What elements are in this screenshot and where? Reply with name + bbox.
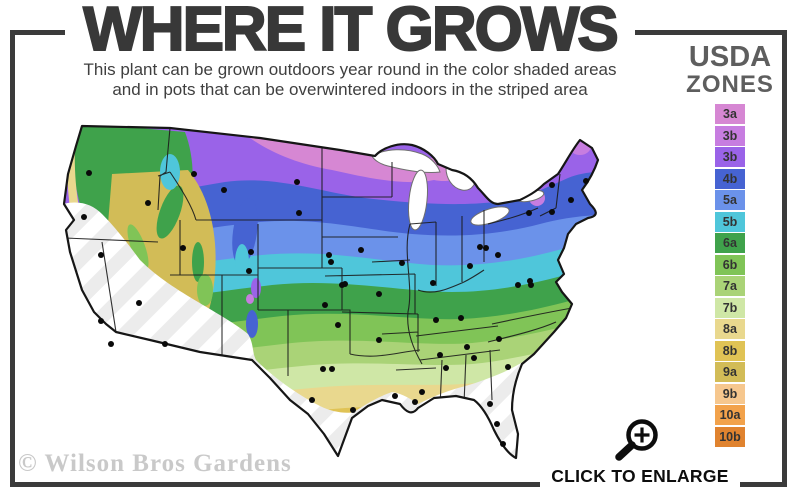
city-dot xyxy=(248,249,254,255)
click-to-enlarge-button[interactable]: CLICK TO ENLARGE xyxy=(540,464,740,489)
city-dot xyxy=(443,365,449,371)
city-dot xyxy=(221,187,227,193)
zone-chip: 3a xyxy=(715,104,745,124)
city-dot xyxy=(549,209,555,215)
magnifier-zoom-button[interactable] xyxy=(602,414,666,473)
zone-chip: 3b xyxy=(715,147,745,167)
city-dot xyxy=(399,260,405,266)
zone-chip: 10b xyxy=(715,426,745,447)
subtitle-line-2: and in pots that can be overwintered ind… xyxy=(112,80,588,99)
city-dot xyxy=(477,244,483,250)
usda-zones-legend: USDA ZONES 3a 3b 3b 4b 5a 5b 6a 6b 7a 7b 8a 8b 9a 9b 1… xyxy=(680,42,780,448)
zone-chip: 7b xyxy=(715,297,745,318)
us-map-svg xyxy=(62,124,600,460)
city-dot xyxy=(358,247,364,253)
city-dot xyxy=(583,178,589,184)
zone-chip: 9b xyxy=(715,383,745,404)
zone-chip: 8b xyxy=(715,340,745,361)
city-dot xyxy=(328,259,334,265)
city-dot xyxy=(191,171,197,177)
city-dot xyxy=(458,315,464,321)
legend-title-zones: ZONES xyxy=(686,71,774,98)
zone-chip: 8a xyxy=(715,319,745,339)
city-dot xyxy=(487,401,493,407)
zone-chip: 10a xyxy=(715,405,745,425)
city-dot xyxy=(568,197,574,203)
city-dot xyxy=(296,210,302,216)
state-borders xyxy=(64,127,573,409)
zone-chip: 5a xyxy=(715,190,745,210)
city-dot xyxy=(392,393,398,399)
city-dot xyxy=(162,341,168,347)
city-dot xyxy=(527,278,533,284)
city-dot xyxy=(500,441,506,447)
city-dot xyxy=(329,366,335,372)
watermark: © Wilson Bros Gardens xyxy=(18,450,292,477)
city-dot xyxy=(309,397,315,403)
city-dot xyxy=(433,317,439,323)
zone-chip: 6a xyxy=(715,233,745,253)
city-dot xyxy=(98,252,104,258)
zone-chip: 4b xyxy=(715,168,745,189)
city-dot xyxy=(376,337,382,343)
city-dot xyxy=(86,170,92,176)
city-dot-layer xyxy=(81,170,589,447)
zone-chip: 6b xyxy=(715,254,745,275)
city-dot xyxy=(505,364,511,370)
city-dot xyxy=(494,421,500,427)
city-dot xyxy=(419,389,425,395)
city-dot xyxy=(430,280,436,286)
city-dot xyxy=(549,182,555,188)
city-dot xyxy=(294,179,300,185)
zone-shading xyxy=(64,126,598,458)
city-dot xyxy=(326,252,332,258)
city-dot xyxy=(464,344,470,350)
zone-chip-list: 3a 3b 3b 4b 5a 5b 6a 6b 7a 7b 8a 8b 9a 9b 10a 10b xyxy=(680,104,780,447)
legend-title-usda: USDA xyxy=(688,41,772,73)
city-dot xyxy=(98,318,104,324)
zone-chip: 9a xyxy=(715,362,745,382)
city-dot xyxy=(180,245,186,251)
city-dot xyxy=(483,245,489,251)
city-dot xyxy=(339,282,345,288)
city-dot xyxy=(515,282,521,288)
zone-chip: 7a xyxy=(715,276,745,296)
city-dot xyxy=(136,300,142,306)
city-dot xyxy=(526,210,532,216)
city-dot xyxy=(246,268,252,274)
city-dot xyxy=(322,302,328,308)
city-dot xyxy=(350,407,356,413)
city-dot xyxy=(320,366,326,372)
page-title: WHERE IT GROWS xyxy=(65,0,635,65)
zone-chip: 5b xyxy=(715,211,745,232)
magnifying-glass-plus-icon xyxy=(615,419,658,461)
city-dot xyxy=(467,263,473,269)
city-dot xyxy=(471,355,477,361)
page-title-row: WHERE IT GROWS xyxy=(30,0,670,65)
zone-chip: 3b xyxy=(715,125,745,146)
city-dot xyxy=(81,214,87,220)
city-dot xyxy=(108,341,114,347)
city-dot xyxy=(145,200,151,206)
city-dot xyxy=(496,336,502,342)
city-dot xyxy=(376,291,382,297)
subtitle: This plant can be grown outdoors year ro… xyxy=(30,60,670,100)
city-dot xyxy=(335,322,341,328)
subtitle-line-1: This plant can be grown outdoors year ro… xyxy=(83,60,617,79)
city-dot xyxy=(412,399,418,405)
city-dot xyxy=(495,252,501,258)
city-dot xyxy=(437,352,443,358)
us-outline xyxy=(62,124,600,460)
usda-zone-map[interactable] xyxy=(20,112,660,482)
